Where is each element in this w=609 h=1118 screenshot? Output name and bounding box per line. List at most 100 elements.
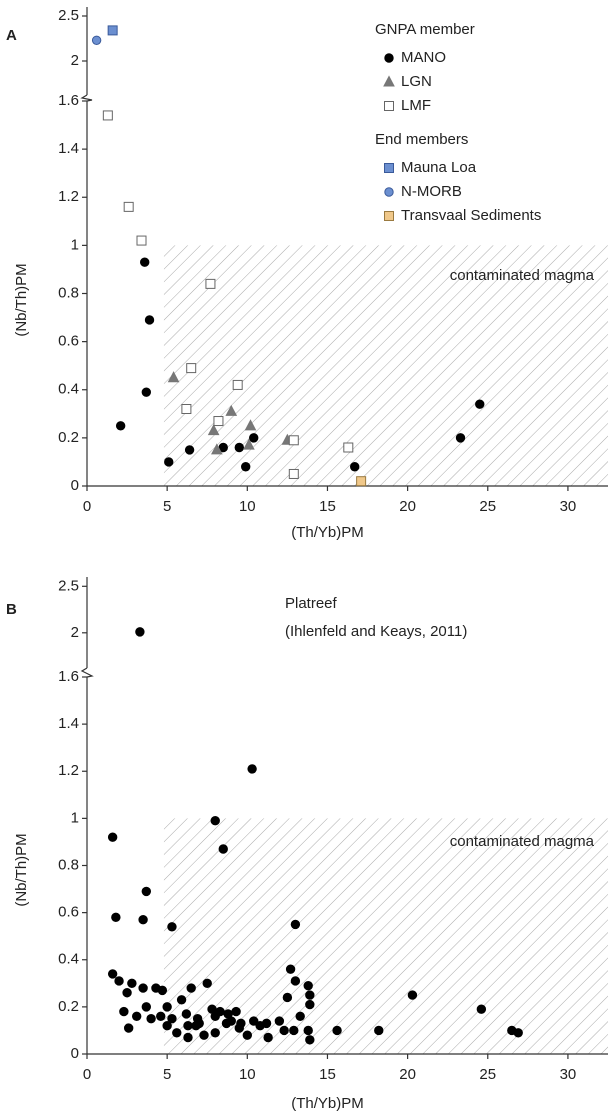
data-point <box>249 433 259 443</box>
y-tick-label: 2 <box>71 624 79 641</box>
data-point <box>305 1035 315 1045</box>
data-point <box>247 764 257 774</box>
data-point <box>475 399 485 409</box>
data-point <box>356 476 367 487</box>
data-point <box>210 816 220 826</box>
region-label: contaminated magma <box>450 267 595 284</box>
data-point <box>232 379 243 390</box>
data-point <box>234 1023 244 1033</box>
data-point <box>107 25 118 36</box>
data-point <box>141 387 152 397</box>
y-tick-label: 1.2 <box>58 762 79 779</box>
data-point <box>119 1006 129 1017</box>
data-point <box>244 419 257 431</box>
data-point <box>123 1023 134 1033</box>
data-point <box>282 992 293 1003</box>
data-point <box>164 457 174 467</box>
data-point <box>107 969 118 979</box>
data-point <box>295 1011 305 1021</box>
data-point <box>172 1028 182 1038</box>
x-tick-label: 20 <box>399 498 416 515</box>
data-point <box>202 978 212 989</box>
data-point <box>186 983 196 993</box>
data-point <box>279 1025 289 1036</box>
data-point <box>231 1006 241 1017</box>
y-tick-label: 1.2 <box>58 188 79 205</box>
data-point <box>181 1009 192 1019</box>
data-point <box>115 421 126 431</box>
panel-label: A <box>6 27 17 44</box>
data-point <box>162 1002 172 1012</box>
x-tick-label: 5 <box>163 498 171 515</box>
data-point <box>288 435 299 446</box>
chart-subtitle: (Ihlenfeld and Keays, 2011) <box>285 623 467 640</box>
data-point <box>176 995 187 1005</box>
data-point <box>122 988 132 998</box>
data-point <box>242 1030 253 1040</box>
legend-marker <box>384 187 394 197</box>
legend-label: N-MORB <box>401 183 462 200</box>
x-tick-label: 0 <box>83 1066 91 1083</box>
y-tick-label: 2 <box>71 52 79 69</box>
data-point <box>274 1016 285 1026</box>
legend-marker <box>383 75 395 87</box>
data-point <box>332 1025 342 1036</box>
data-point <box>184 445 195 455</box>
data-point <box>305 990 315 1000</box>
y-tick-label: 0 <box>71 477 79 494</box>
x-tick-label: 15 <box>319 1066 336 1083</box>
y-tick-label: 0.2 <box>58 429 79 446</box>
data-point <box>211 443 223 455</box>
data-point <box>111 912 121 923</box>
data-point <box>162 1021 172 1031</box>
data-point <box>141 1002 152 1012</box>
data-point <box>146 1013 156 1024</box>
x-axis-label: (Th/Yb)PM <box>291 1095 364 1112</box>
data-point <box>303 980 313 991</box>
legend-marker <box>384 211 394 221</box>
y-tick-label: 1 <box>71 809 79 826</box>
y-tick-label: 0.6 <box>58 333 79 350</box>
data-point <box>249 1016 259 1026</box>
data-point <box>288 468 299 479</box>
legend-marker <box>384 163 394 173</box>
data-point <box>167 371 180 383</box>
data-point <box>455 433 466 443</box>
y-tick-label: 1 <box>71 236 79 253</box>
y-tick-label: 0.4 <box>58 951 79 968</box>
data-point <box>131 1011 142 1021</box>
data-point <box>221 1018 232 1029</box>
legend-label: LGN <box>401 73 432 90</box>
data-point <box>234 442 244 453</box>
data-point <box>183 1021 193 1031</box>
y-tick-label: 0.6 <box>58 904 79 921</box>
y-tick-label: 2.5 <box>58 577 79 594</box>
data-point <box>138 914 148 925</box>
data-point <box>255 1021 265 1031</box>
data-point <box>102 110 113 121</box>
data-point <box>225 404 238 416</box>
legend-label: MANO <box>401 49 446 66</box>
y-tick-label: 0.2 <box>58 998 79 1015</box>
data-point <box>241 462 251 472</box>
axis-break <box>80 94 93 102</box>
x-tick-label: 0 <box>83 498 91 515</box>
y-tick-label: 0.8 <box>58 856 79 873</box>
data-point <box>210 1028 220 1038</box>
x-tick-label: 10 <box>239 498 256 515</box>
y-tick-label: 0.4 <box>58 381 79 398</box>
data-point <box>181 404 192 414</box>
data-point <box>123 201 134 212</box>
data-point <box>135 627 145 637</box>
x-tick-label: 10 <box>239 1066 256 1083</box>
panel-label: B <box>6 601 17 618</box>
region-label: contaminated magma <box>450 833 595 850</box>
y-tick-label: 1.4 <box>58 140 79 157</box>
x-tick-label: 5 <box>163 1066 171 1083</box>
y-axis-label: (Nb/Th)PM <box>13 263 30 336</box>
data-point <box>374 1025 384 1036</box>
data-point <box>207 424 220 436</box>
x-tick-label: 25 <box>479 498 496 515</box>
x-tick-label: 30 <box>560 498 577 515</box>
